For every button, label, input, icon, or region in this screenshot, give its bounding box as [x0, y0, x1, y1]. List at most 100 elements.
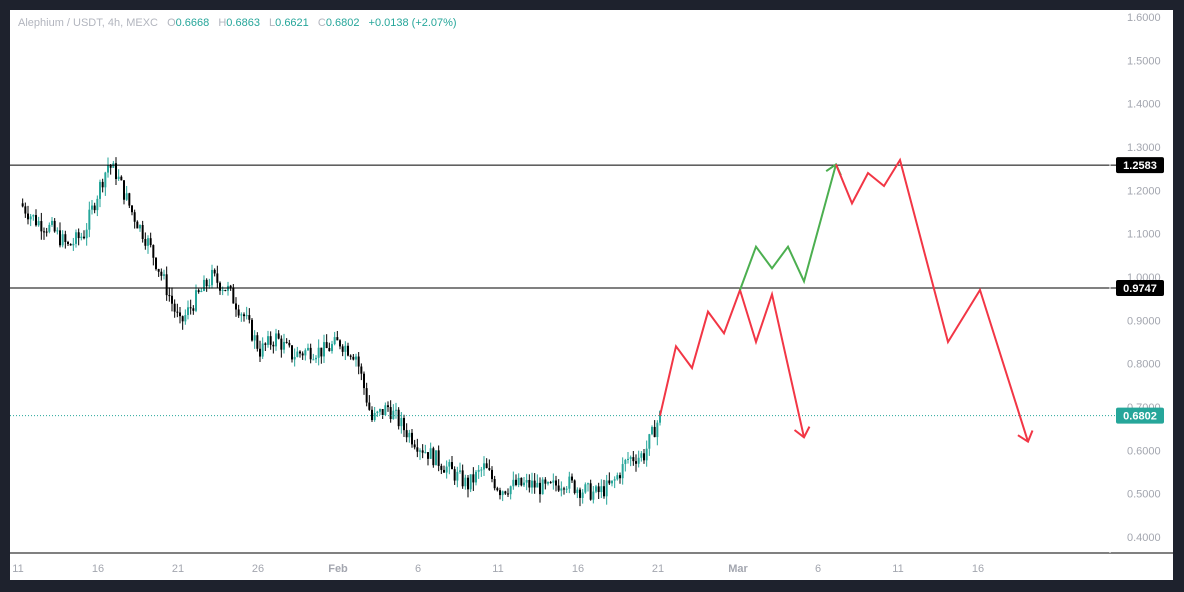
candle-body [251, 319, 253, 341]
high-value: 0.6863 [226, 17, 260, 29]
price-tick-label: 1.5000 [1127, 55, 1161, 67]
candle-body [109, 165, 112, 168]
candle-body [477, 469, 480, 472]
candle-body [445, 466, 448, 473]
candle-body [29, 216, 32, 220]
candle-body [435, 450, 437, 466]
candle-body [51, 220, 53, 225]
candle-body [200, 290, 203, 292]
candle-body [224, 289, 227, 291]
candle-body [656, 422, 659, 438]
candle-body [461, 470, 464, 487]
candle-body [349, 355, 352, 357]
candle-body [160, 271, 163, 276]
price-tick-label: 0.8000 [1127, 359, 1161, 371]
candle-body [267, 336, 269, 345]
candle-body [411, 432, 413, 445]
candle-body [347, 345, 349, 356]
time-tick-label: Feb [328, 563, 348, 575]
low-value: 0.6621 [275, 17, 309, 29]
candle-body [429, 448, 432, 459]
candle-body [373, 412, 376, 421]
candle-body [176, 311, 179, 313]
candle-body [283, 341, 285, 350]
candle-body [99, 181, 101, 199]
candle-body [419, 450, 421, 452]
candle-body [512, 479, 515, 487]
candle-body [357, 356, 360, 367]
candle-body [147, 238, 149, 246]
candle-body [333, 337, 336, 345]
candle-body [517, 477, 520, 485]
candle-body [253, 335, 256, 341]
candle-body [405, 430, 408, 438]
candle-body [285, 341, 288, 343]
candle-body [27, 213, 29, 220]
candle-body [320, 347, 323, 357]
candle-body [387, 405, 389, 408]
candle-body [587, 483, 589, 485]
candle-body [296, 351, 299, 357]
price-tick-label: 1.6000 [1127, 12, 1161, 24]
candle-body [632, 457, 635, 462]
candle-body [211, 269, 213, 286]
candle-body [397, 409, 400, 427]
candle-body [528, 479, 531, 488]
candle-body [344, 345, 347, 352]
candle-body [139, 225, 141, 229]
time-tick-label: Mar [728, 563, 748, 575]
candle-body [499, 490, 501, 496]
candle-body [288, 342, 291, 346]
candle-body [475, 471, 477, 483]
candle-body [485, 463, 488, 469]
candle-body [488, 468, 491, 470]
candle-body [197, 290, 200, 292]
candle-body [464, 477, 467, 487]
candle-body [613, 479, 616, 481]
candle-body [77, 232, 80, 239]
candle-body [605, 480, 608, 497]
candle-body [611, 480, 613, 484]
candle-body [621, 464, 624, 479]
candle-body [571, 476, 573, 481]
horizontal-levels[interactable] [10, 164, 1120, 417]
candle-body [568, 476, 571, 489]
candle-body [181, 316, 184, 322]
level-price-tag-label: 0.9747 [1123, 283, 1157, 295]
candle-body [213, 269, 216, 274]
close-value: 0.6802 [325, 17, 360, 29]
candle-body [603, 486, 605, 497]
candle-body [272, 344, 275, 347]
candle-body [544, 479, 547, 484]
candle-body [600, 486, 603, 493]
time-tick-label: 26 [252, 563, 264, 575]
candle-body [192, 308, 195, 311]
candlestick-chart[interactable]: 1.60001.50001.40001.30001.20001.10001.00… [10, 10, 1173, 580]
candle-body [459, 470, 461, 472]
candle-body [133, 212, 136, 222]
candle-body [576, 489, 579, 493]
candle-body [69, 244, 72, 246]
candle-body [64, 234, 67, 242]
candle-body [43, 231, 45, 233]
candle-body [531, 480, 533, 488]
candle-body [101, 181, 104, 188]
candle-body [264, 343, 267, 345]
candle-body [104, 172, 107, 188]
level-price-tag-bg [1116, 157, 1164, 174]
candle-body [341, 346, 344, 352]
candle-body [336, 337, 339, 341]
time-axis[interactable]: 11 16 21 26 Feb 6 11 16 21 Mar 6 11 16 [10, 10, 1173, 575]
chart-frame: 1.6000 1.5000 1.4000 1.3000 1.2000 1.1000 1.00… [10, 10, 1173, 580]
price-tick-label: 1.2000 [1127, 185, 1161, 197]
candle-body [152, 245, 155, 258]
candle-body [653, 426, 656, 438]
candle-body [448, 462, 451, 467]
price-tick-label: 0.4000 [1127, 532, 1161, 544]
candle-body [221, 289, 224, 291]
candle-body [640, 453, 643, 458]
candle-body [208, 285, 211, 287]
time-tick-label: 16 [92, 563, 104, 575]
projection-green-path [739, 164, 837, 291]
time-tick-label: 6 [815, 563, 821, 575]
